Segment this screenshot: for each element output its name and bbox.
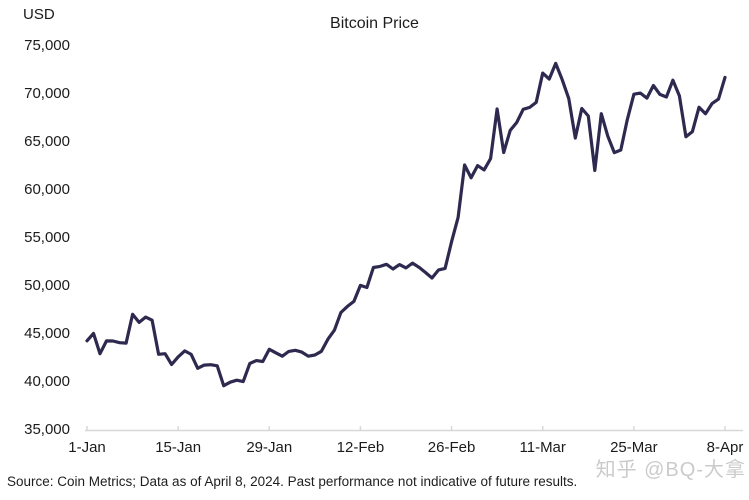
x-tick-label: 26-Feb <box>428 439 476 456</box>
x-tick-label: 1-Jan <box>68 439 106 456</box>
x-tick-label: 25-Mar <box>610 439 658 456</box>
x-tick-label: 15-Jan <box>155 439 201 456</box>
y-tick-label: 35,000 <box>24 421 70 438</box>
price-line <box>85 61 727 388</box>
y-tick-label: 40,000 <box>24 373 70 390</box>
y-tick-label: 60,000 <box>24 181 70 198</box>
x-tick-label: 12-Feb <box>337 439 385 456</box>
x-tick-label: 8-Apr <box>707 439 744 456</box>
x-tick-label: 29-Jan <box>246 439 292 456</box>
y-tick-label: 45,000 <box>24 325 70 342</box>
y-tick-label: 55,000 <box>24 229 70 246</box>
y-tick-label: 70,000 <box>24 85 70 102</box>
y-tick-label: 65,000 <box>24 133 70 150</box>
x-tick-label: 11-Mar <box>520 439 566 456</box>
y-tick-label: 75,000 <box>24 37 70 54</box>
chart-title: Bitcoin Price <box>330 15 419 32</box>
y-tick-label: 50,000 <box>24 277 70 294</box>
source-note: Source: Coin Metrics; Data as of April 8… <box>7 474 578 489</box>
y-axis-unit-label: USD <box>23 6 55 23</box>
